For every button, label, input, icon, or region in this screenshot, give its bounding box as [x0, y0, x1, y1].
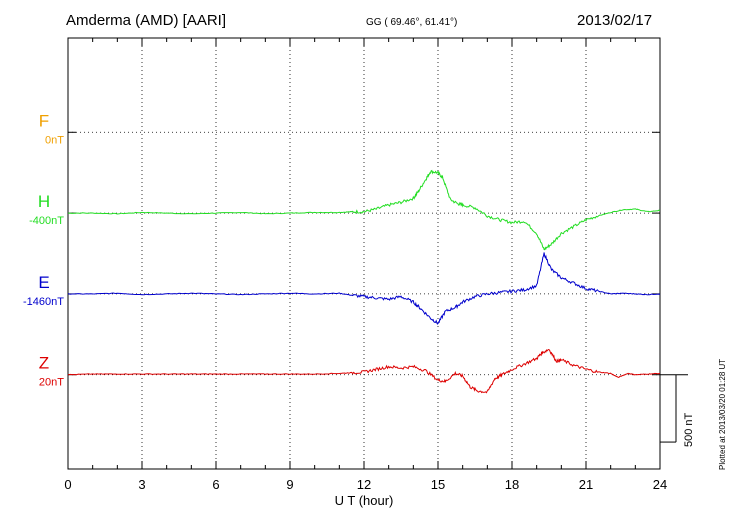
series-line-E [67, 252, 661, 325]
series-line-H [68, 169, 661, 251]
plotted-timestamp: Plotted at 2013/03/20 01:28 UT [718, 358, 727, 470]
offset-label-F: 0nT [45, 134, 64, 146]
x-tick-label: 9 [286, 477, 293, 492]
series-line-Z [67, 348, 661, 394]
x-axis-label: U T (hour) [335, 493, 394, 508]
x-tick-label: 24 [653, 477, 667, 492]
date-label: 2013/02/17 [577, 12, 653, 29]
series-name-Z: Z [39, 354, 49, 373]
series-name-E: E [38, 273, 49, 292]
x-tick-label: 3 [138, 477, 145, 492]
geographic-coordinates: GG ( 69.46°, 61.41°) [366, 17, 458, 28]
x-tick-label: 21 [579, 477, 593, 492]
scale-bar-label: 500 nT [683, 412, 695, 447]
offset-label-E: -1460nT [23, 296, 64, 308]
x-tick-label: 12 [357, 477, 371, 492]
x-tick-label: 6 [212, 477, 219, 492]
series-name-F: F [39, 111, 49, 130]
offset-label-Z: 20nT [39, 377, 64, 389]
station-title: Amderma (AMD) [AARI] [66, 12, 227, 29]
x-tick-label: 15 [431, 477, 445, 492]
offset-label-H: -400nT [29, 215, 64, 227]
x-tick-label: 0 [64, 477, 71, 492]
series-name-H: H [38, 192, 50, 211]
x-tick-label: 18 [505, 477, 519, 492]
